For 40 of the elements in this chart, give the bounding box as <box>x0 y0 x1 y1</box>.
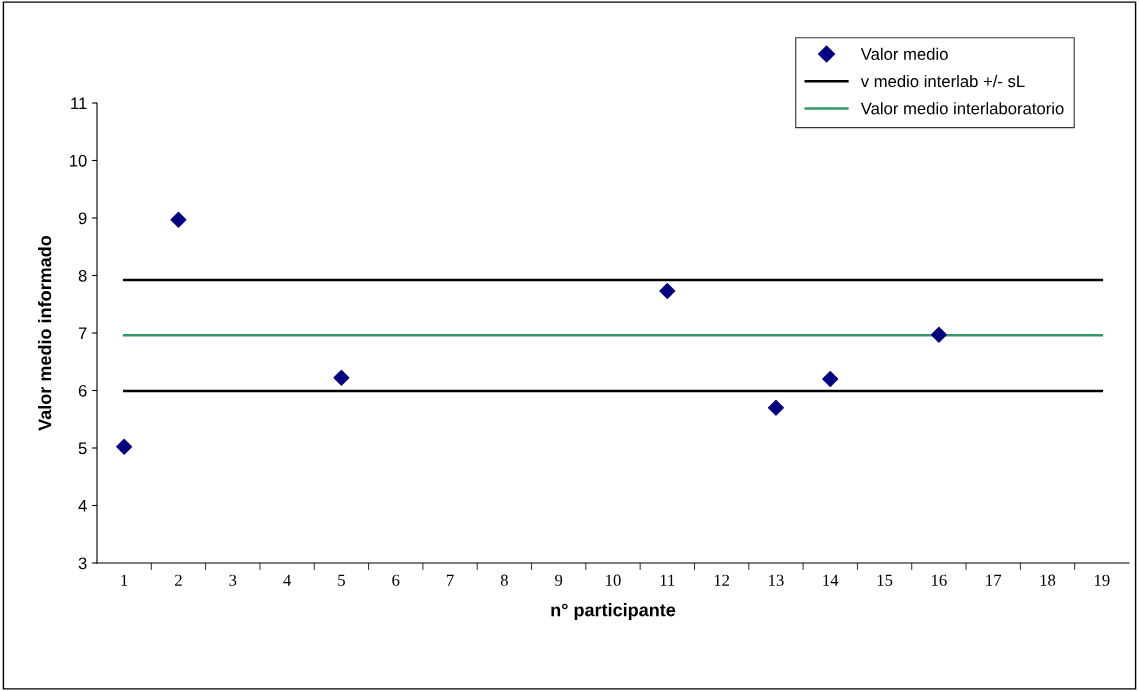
point <box>930 326 947 343</box>
x-tick-label: 18 <box>1040 574 1056 586</box>
y-tick-label: 6 <box>78 384 87 397</box>
y-tick-label: 9 <box>78 212 87 225</box>
x-tick-label: 4 <box>283 574 292 586</box>
x-tick-label: 16 <box>932 574 947 586</box>
y-tick-label: 5 <box>78 442 87 455</box>
x-tick-label: 6 <box>392 574 400 586</box>
x-tick-label: 2 <box>175 574 182 586</box>
x-tick-label: 5 <box>338 574 345 586</box>
y-tick-label: 11 <box>71 97 87 110</box>
x-tick-label: 10 <box>606 574 621 586</box>
legend-label: Valor medio <box>860 47 948 60</box>
x-tick-label: 14 <box>823 574 839 586</box>
x-tick-label: 13 <box>769 574 784 586</box>
x-tick-label: 19 <box>1094 574 1110 586</box>
x-tick-label: 11 <box>660 574 675 586</box>
x-tick-label: 1 <box>121 574 128 586</box>
y-tick-label: 3 <box>78 557 87 570</box>
x-tick-label: 8 <box>500 574 508 586</box>
x-axis-title: n° participante <box>551 603 676 620</box>
y-axis-title: Valor medio informado <box>38 235 52 431</box>
point <box>333 369 350 386</box>
x-tick-label: 7 <box>446 574 454 586</box>
y-tick-label: 10 <box>70 154 87 167</box>
x-tick-label: 17 <box>986 574 1002 586</box>
y-tick-label: 4 <box>78 500 87 512</box>
x-tick-label: 3 <box>229 574 237 586</box>
y-tick-label: 8 <box>78 269 87 282</box>
point <box>822 371 839 387</box>
x-tick-label: 15 <box>877 574 893 586</box>
x-tick-label: 9 <box>555 574 563 586</box>
legend-label: v medio interlab +/- sL <box>860 74 1025 88</box>
point <box>659 283 676 300</box>
point <box>767 399 784 416</box>
legend-label: Valor medio interlaboratorio <box>860 102 1064 115</box>
x-tick-label: 12 <box>714 574 730 586</box>
point <box>170 211 187 228</box>
point <box>116 438 133 455</box>
y-tick-label: 7 <box>78 327 87 340</box>
